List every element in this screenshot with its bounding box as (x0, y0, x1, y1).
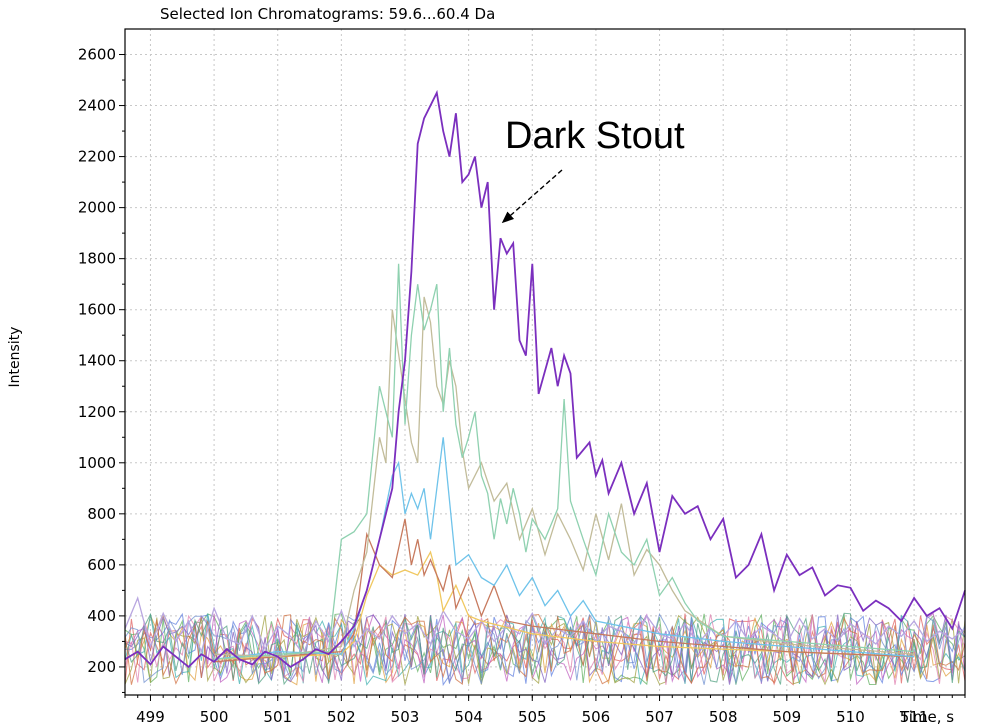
y-tick-label: 1000 (78, 454, 116, 472)
y-tick-label: 2000 (78, 199, 116, 217)
x-tick-label: 502 (327, 708, 356, 726)
y-tick-label: 800 (87, 505, 116, 523)
noise-trace (124, 613, 966, 685)
noise-trace (124, 613, 966, 686)
y-tick-label: 1400 (78, 352, 116, 370)
x-tick-label: 505 (518, 708, 547, 726)
y-axis-ticks: 200 400 600 800 1000 1200 1400 1600 1800 2000 2200… (78, 46, 125, 693)
series-line (214, 550, 915, 660)
chart-title: Selected Ion Chromatograms: 59.6...60.4 … (160, 5, 495, 23)
noise-trace (124, 612, 966, 685)
y-tick-label: 1600 (78, 301, 116, 319)
x-tick-label: 511 (900, 708, 929, 726)
x-tick-label: 504 (454, 708, 483, 726)
x-tick-label: 510 (836, 708, 865, 726)
noise-trace (124, 613, 966, 686)
series-line (124, 595, 966, 656)
noise-trace (124, 612, 966, 686)
x-axis-ticks: 499 500 501 502 503 504 505 506 507 508 509 510 511 (124, 695, 966, 726)
x-tick-label: 509 (772, 708, 801, 726)
series-lines (124, 89, 966, 669)
noise-traces (124, 612, 966, 687)
y-tick-label: 2600 (78, 46, 116, 64)
noise-trace (124, 614, 966, 685)
x-tick-label: 499 (136, 708, 165, 726)
noise-trace (124, 612, 966, 686)
y-tick-label: 600 (87, 556, 116, 574)
x-tick-label: 506 (582, 708, 611, 726)
x-tick-label: 508 (709, 708, 738, 726)
y-tick-label: 2400 (78, 97, 116, 115)
series-line (214, 296, 915, 658)
x-tick-label: 503 (391, 708, 420, 726)
y-tick-label: 1200 (78, 403, 116, 421)
x-axis-label: Time, s (899, 708, 954, 726)
annotation-arrow (501, 169, 563, 224)
x-tick-label: 507 (645, 708, 674, 726)
x-tick-label: 501 (263, 708, 292, 726)
series-line (124, 89, 966, 669)
series-line (214, 263, 915, 660)
x-tick-label: 500 (200, 708, 229, 726)
grid-lines (125, 29, 965, 695)
y-tick-label: 200 (87, 658, 116, 676)
series-line (214, 518, 915, 663)
y-tick-label: 400 (87, 607, 116, 625)
y-tick-label: 2200 (78, 148, 116, 166)
annotation-dark-stout: Dark Stout (505, 115, 685, 157)
noise-trace (124, 613, 966, 686)
y-axis-label: Intensity (7, 327, 23, 388)
y-tick-label: 1800 (78, 250, 116, 268)
